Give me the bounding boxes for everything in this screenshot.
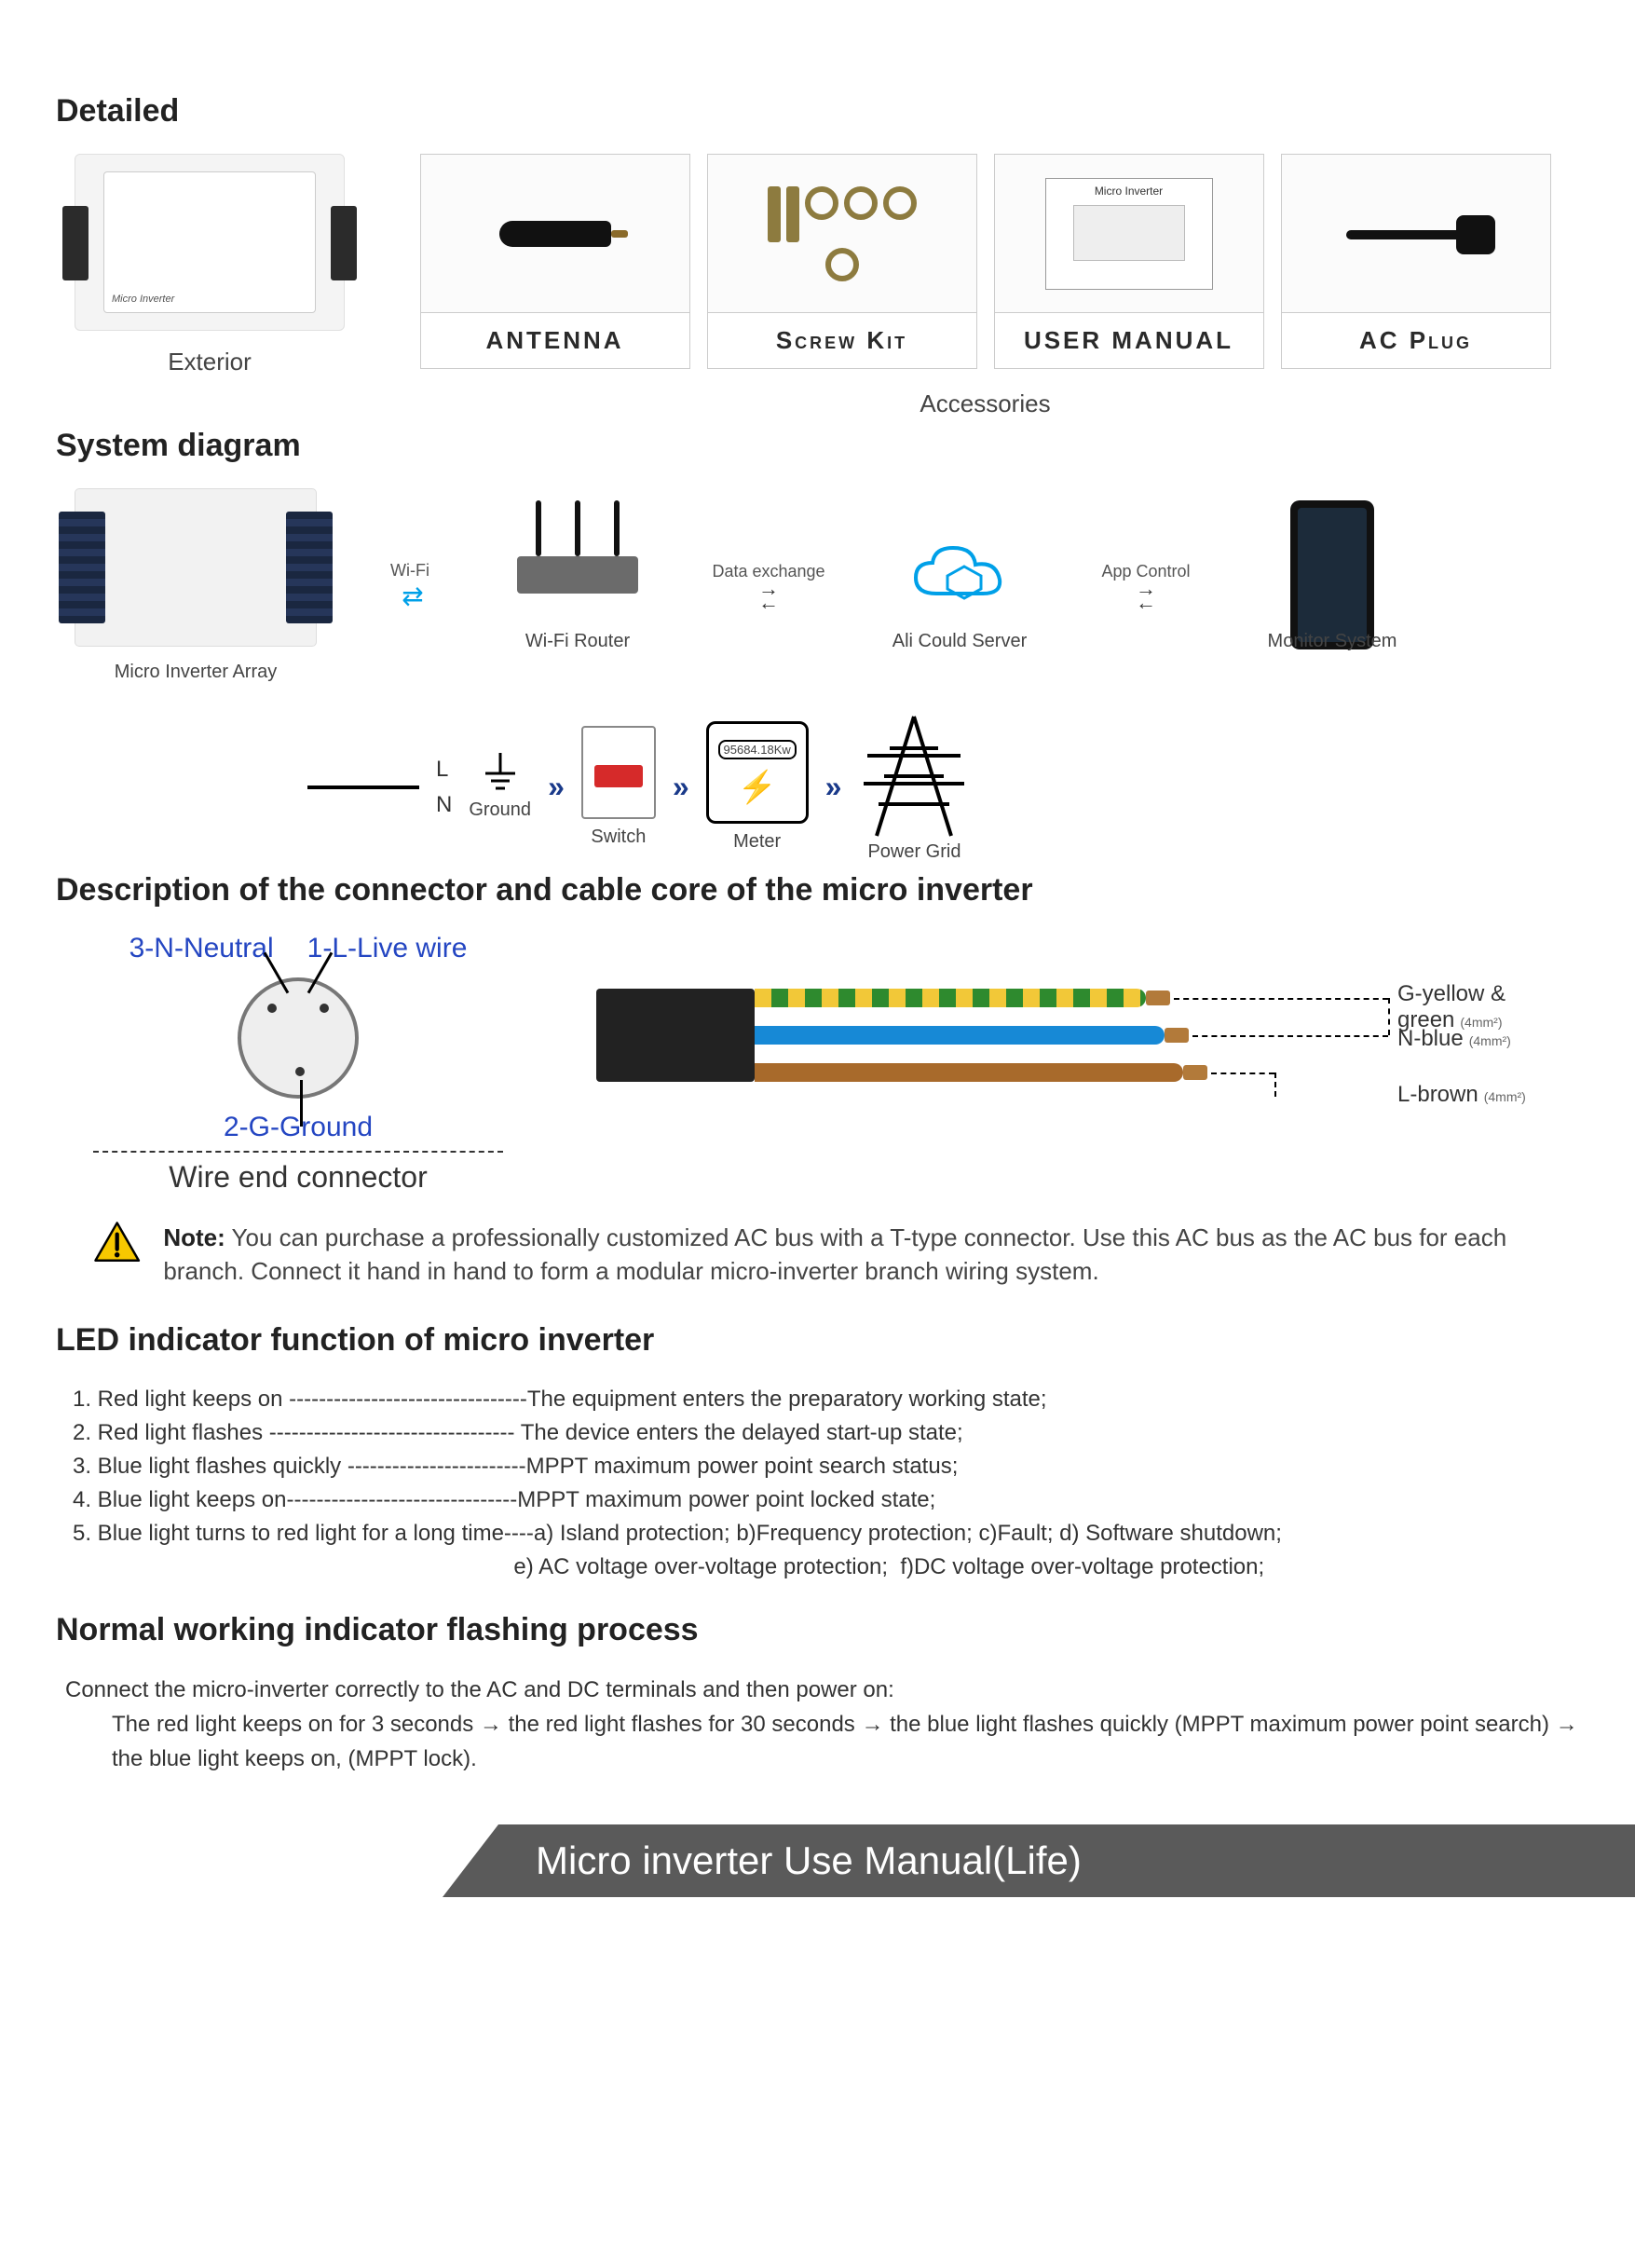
accessory-card-screwkit: Screw Kit bbox=[707, 154, 977, 369]
pylon-icon bbox=[858, 711, 970, 841]
led-item: 5. Blue light turns to red light for a l… bbox=[73, 1517, 1579, 1551]
connector-row: 3-N-Neutral 1-L-Live wire 2-G-Ground Wir… bbox=[56, 933, 1579, 1195]
pin1-label: 1-L-Live wire bbox=[307, 933, 468, 964]
chevron-icon: » bbox=[548, 770, 565, 804]
accessory-card-acplug: AC Plug bbox=[1281, 154, 1551, 369]
pin2-label: 2-G-Ground bbox=[56, 1112, 540, 1143]
dash-line bbox=[1174, 998, 1388, 1000]
accessories-column: ANTENNA Screw Kit Micro Inverter USER MA… bbox=[391, 154, 1579, 418]
note-prefix: Note: bbox=[163, 1223, 225, 1251]
exterior-device-text: Micro Inverter bbox=[103, 171, 316, 313]
cloud-label: Ali Could Server bbox=[892, 631, 1028, 652]
antenna-icon bbox=[499, 221, 611, 247]
cable-head-icon bbox=[596, 989, 755, 1082]
accessory-caption: ANTENNA bbox=[421, 313, 689, 368]
exchange-icon: →← bbox=[758, 581, 779, 610]
dash-line bbox=[1388, 998, 1390, 1035]
chevron-icon: » bbox=[673, 770, 689, 804]
connector-left: 3-N-Neutral 1-L-Live wire 2-G-Ground Wir… bbox=[56, 933, 540, 1195]
heading-detailed: Detailed bbox=[56, 93, 1579, 130]
wire-line-icon bbox=[307, 786, 419, 789]
system-bottom-row: L N Ground » Switch » 95684.18Kw ⚡ Meter… bbox=[307, 711, 1579, 863]
switch-label: Switch bbox=[591, 827, 646, 848]
bolt-icon: ⚡ bbox=[737, 769, 776, 806]
wire-l-label: L-brown(4mm²) bbox=[1397, 1082, 1526, 1108]
footer: Micro inverter Use Manual(Life) bbox=[56, 1813, 1579, 1897]
monitor-label: Monitor System bbox=[1268, 631, 1397, 652]
footer-title: Micro inverter Use Manual(Life) bbox=[498, 1824, 1635, 1897]
led-item: 4. Blue light keeps on------------------… bbox=[73, 1483, 1579, 1517]
meter-label: Meter bbox=[733, 831, 781, 853]
inverter-array-label: Micro Inverter Array bbox=[115, 662, 277, 683]
dash-line bbox=[1192, 1035, 1388, 1037]
exchange-icon: →← bbox=[1136, 581, 1156, 610]
ground-label: Ground bbox=[469, 799, 531, 821]
led-list: 1. Red light keeps on ------------------… bbox=[73, 1383, 1579, 1584]
exterior-label: Exterior bbox=[168, 348, 252, 376]
wire-end-label: Wire end connector bbox=[56, 1160, 540, 1195]
tip-icon bbox=[1183, 1065, 1207, 1080]
phone-icon bbox=[1290, 500, 1374, 649]
meter-icon: 95684.18Kw ⚡ bbox=[706, 721, 809, 824]
dash-line bbox=[1211, 1073, 1274, 1074]
N-label: N bbox=[436, 792, 452, 818]
connector-face-icon bbox=[238, 977, 359, 1099]
normal-line1: Connect the micro-inverter correctly to … bbox=[65, 1677, 894, 1702]
manual-inner-title: Micro Inverter bbox=[1046, 184, 1212, 198]
heading-connector: Description of the connector and cable c… bbox=[56, 872, 1579, 909]
dash-divider bbox=[93, 1151, 503, 1153]
tip-icon bbox=[1146, 991, 1170, 1005]
led-item: 1. Red light keeps on ------------------… bbox=[73, 1383, 1579, 1416]
LN-labels: L N bbox=[436, 757, 452, 818]
manual-icon: Micro Inverter bbox=[1045, 178, 1213, 290]
cloud-icon bbox=[908, 542, 1011, 608]
exterior-device-image: Micro Inverter bbox=[75, 154, 345, 331]
chevron-icon: » bbox=[825, 770, 842, 804]
heading-led: LED indicator function of micro inverter bbox=[56, 1322, 1579, 1359]
core-g-icon bbox=[755, 989, 1146, 1007]
dash-line bbox=[1274, 1073, 1276, 1097]
exterior-column: Micro Inverter Exterior bbox=[56, 154, 363, 376]
pin3-label: 3-N-Neutral bbox=[129, 933, 274, 964]
led-item: e) AC voltage over-voltage protection; f… bbox=[73, 1551, 1579, 1584]
router-icon bbox=[517, 556, 638, 594]
heading-normal: Normal working indicator flashing proces… bbox=[56, 1612, 1579, 1648]
note-row: Note: You can purchase a professionally … bbox=[93, 1221, 1560, 1289]
router-label: Wi-Fi Router bbox=[525, 631, 630, 652]
core-l-icon bbox=[755, 1063, 1183, 1082]
system-top-row: Micro Inverter Array Wi-Fi ⇄ Wi-Fi Route… bbox=[56, 488, 1579, 683]
note-body: You can purchase a professionally custom… bbox=[163, 1223, 1506, 1285]
accessories-label: Accessories bbox=[920, 389, 1050, 418]
switch-icon bbox=[581, 726, 656, 819]
accessory-caption: AC Plug bbox=[1282, 313, 1550, 368]
tip-icon bbox=[1165, 1028, 1189, 1043]
accessory-card-manual: Micro Inverter USER MANUAL bbox=[994, 154, 1264, 369]
screwkit-icon bbox=[763, 186, 921, 281]
led-item: 2. Red light flashes -------------------… bbox=[73, 1416, 1579, 1450]
L-label: L bbox=[436, 757, 452, 783]
ground-icon bbox=[482, 753, 519, 799]
heading-system-diagram: System diagram bbox=[56, 428, 1579, 464]
note-text: Note: You can purchase a professionally … bbox=[163, 1221, 1560, 1289]
detailed-row: Micro Inverter Exterior ANTENNA Screw Ki… bbox=[56, 154, 1579, 418]
led-item: 3. Blue light flashes quickly ----------… bbox=[73, 1450, 1579, 1483]
accessory-caption: Screw Kit bbox=[708, 313, 976, 368]
normal-line2: The red light keeps on for 3 seconds → t… bbox=[112, 1707, 1579, 1776]
core-n-icon bbox=[755, 1026, 1165, 1045]
connector-right: G-yellow & green(4mm²) N-blue(4mm²) L-br… bbox=[596, 933, 1579, 1156]
acplug-icon bbox=[1346, 197, 1486, 271]
warning-icon bbox=[93, 1221, 141, 1263]
accessory-caption: USER MANUAL bbox=[995, 313, 1263, 368]
accessory-card-antenna: ANTENNA bbox=[420, 154, 690, 369]
meter-reading: 95684.18Kw bbox=[718, 740, 797, 759]
normal-text: Connect the micro-inverter correctly to … bbox=[65, 1673, 1579, 1777]
inverter-array-icon bbox=[75, 488, 317, 647]
wire-n-label: N-blue(4mm²) bbox=[1397, 1026, 1511, 1052]
powergrid-label: Power Grid bbox=[867, 841, 961, 863]
wifi-arrows-icon: ⇄ bbox=[402, 581, 417, 611]
wifi-label: Wi-Fi bbox=[390, 561, 429, 581]
